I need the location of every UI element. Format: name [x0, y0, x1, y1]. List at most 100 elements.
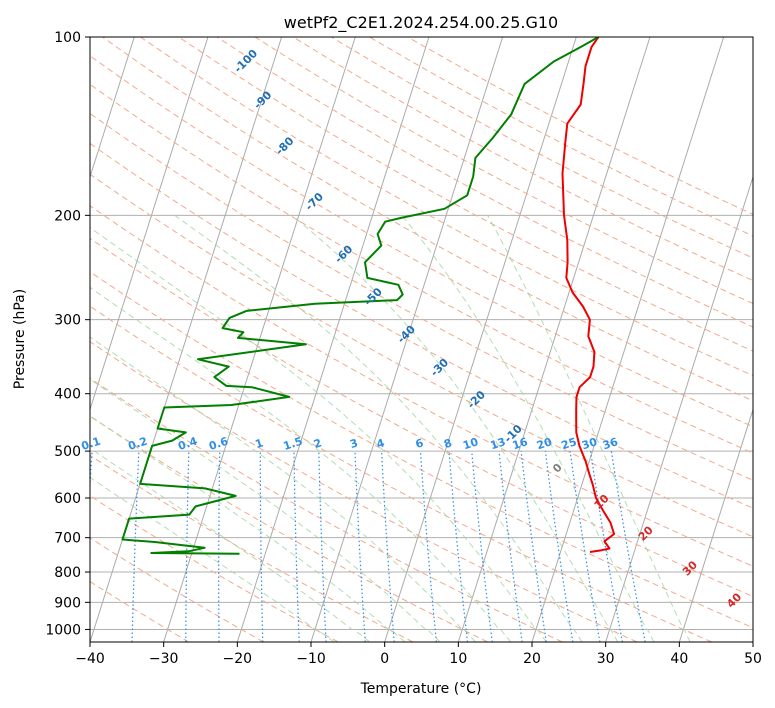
moist-adiabat	[90, 226, 547, 642]
mixing-ratio-label: 10	[461, 435, 480, 452]
chart-title: wetPf2_C2E1.2024.254.00.25.G10	[284, 13, 558, 33]
isotherm-label: -60	[332, 242, 355, 265]
dry-adiabat	[90, 142, 753, 509]
isotherm-line	[678, 407, 753, 642]
isotherm-line	[384, 37, 577, 642]
x-axis: −40 −30 −20 −10 0 10 20 30 40 50	[75, 642, 762, 667]
isotherm-line	[236, 37, 430, 642]
x-tick-label: −40	[75, 651, 105, 667]
plot-frame	[89, 36, 754, 643]
mixing-ratio-label: 0.1	[80, 435, 103, 453]
mixing-ratio-label: 13	[489, 435, 508, 452]
isotherm-label: -30	[428, 356, 451, 379]
mixing-ratio-label: 30	[580, 435, 599, 452]
moist-adiabat	[90, 447, 370, 642]
isotherm-line	[531, 37, 725, 642]
mixing-ratio-label: 0.2	[126, 435, 149, 453]
dry-adiabat	[90, 205, 753, 567]
mixing-ratio-label: 2	[312, 436, 323, 451]
moist-adiabat	[401, 214, 655, 642]
y-axis-label: Pressure (hPa)	[12, 289, 28, 389]
isotherm-label: -80	[273, 134, 296, 157]
isotherm-label: -50	[362, 285, 385, 308]
moist-adiabat	[90, 476, 335, 642]
mixing-ratio-line	[544, 451, 574, 642]
mixing-ratio-line	[259, 451, 264, 642]
dry-adiabat	[90, 341, 638, 642]
x-tick-label: 20	[523, 651, 541, 667]
dry-adiabat	[90, 173, 753, 538]
dry-adiabat	[254, 37, 753, 305]
mixing-ratio-label: 20	[535, 435, 554, 452]
moist-adiabat	[90, 286, 512, 642]
x-axis-label: Temperature (°C)	[360, 681, 482, 697]
mixing-ratio-line	[471, 451, 493, 642]
dry-adiabat	[90, 537, 264, 642]
dry-adiabat	[292, 37, 753, 282]
y-tick-label: 800	[54, 565, 81, 581]
mixing-ratio-line	[131, 451, 140, 642]
moist-adiabat	[90, 336, 476, 642]
dry-adiabat	[90, 377, 563, 642]
dry-adiabat	[90, 415, 488, 642]
x-tick-label: −20	[223, 651, 253, 667]
x-tick-label: −10	[296, 651, 326, 667]
mixing-ratio-label: 8	[442, 436, 453, 451]
y-tick-label: 500	[54, 444, 81, 460]
mixing-ratio-label: 25	[560, 435, 579, 452]
x-tick-label: 10	[449, 651, 467, 667]
dry-adiabat	[90, 237, 753, 598]
dry-adiabat	[90, 271, 753, 629]
isotherm-line	[0, 37, 61, 642]
pressure-gridlines	[90, 214, 753, 630]
mixing-ratio-label: 1	[254, 436, 265, 451]
mixing-ratio-label: 36	[601, 435, 620, 452]
x-tick-label: −30	[149, 651, 179, 667]
dry-adiabat	[90, 305, 712, 642]
mixing-ratio-lines	[90, 451, 646, 642]
dry-adiabat	[140, 37, 753, 377]
mixing-ratio-line	[610, 451, 646, 642]
y-tick-label: 200	[54, 208, 81, 224]
mixing-ratio-line	[381, 451, 395, 642]
isotherm-label: -90	[251, 88, 274, 111]
y-tick-label: 1000	[45, 622, 81, 638]
mixing-ratio-line	[498, 451, 523, 642]
y-tick-label: 300	[54, 313, 81, 329]
mixing-ratio-line	[419, 451, 437, 642]
x-tick-label: 0	[380, 651, 389, 667]
isotherm-line	[90, 37, 209, 412]
isotherm-line	[90, 37, 283, 642]
y-tick-label: 400	[54, 387, 81, 403]
mixing-ratio-label: 6	[414, 436, 426, 451]
dry-adiabat	[102, 37, 753, 402]
moist-adiabat	[174, 214, 583, 642]
moist-adiabat	[90, 415, 406, 642]
dry-adiabat	[90, 112, 753, 481]
mixing-ratio-line	[218, 451, 221, 642]
mixing-ratio-label: 1.5	[282, 435, 305, 453]
isotherm-label: -20	[465, 388, 488, 411]
y-tick-label: 600	[54, 491, 81, 507]
temperature-line	[561, 37, 616, 553]
mixing-ratio-line	[354, 451, 366, 642]
x-tick-label: 40	[670, 651, 688, 667]
moist-adiabat	[291, 214, 619, 642]
isotherm-label: 30	[680, 558, 700, 578]
isotherm-label: -100	[232, 47, 261, 76]
isotherm-label: 0	[550, 461, 565, 476]
x-tick-label: 30	[597, 651, 615, 667]
y-tick-label: 100	[54, 30, 81, 46]
mixing-ratio-line	[448, 451, 469, 642]
skewed-isotherms	[0, 37, 753, 642]
isotherm-label: 40	[724, 590, 744, 610]
mixing-ratio-label: 3	[348, 436, 359, 451]
isotherm-label: 20	[636, 523, 656, 543]
dry-adiabat	[90, 454, 414, 642]
sounding-series	[121, 37, 616, 555]
dry-adiabats	[90, 37, 753, 642]
isotherm-label: -40	[395, 322, 418, 345]
isotherm-line	[605, 175, 753, 642]
moist-adiabat	[487, 215, 691, 642]
